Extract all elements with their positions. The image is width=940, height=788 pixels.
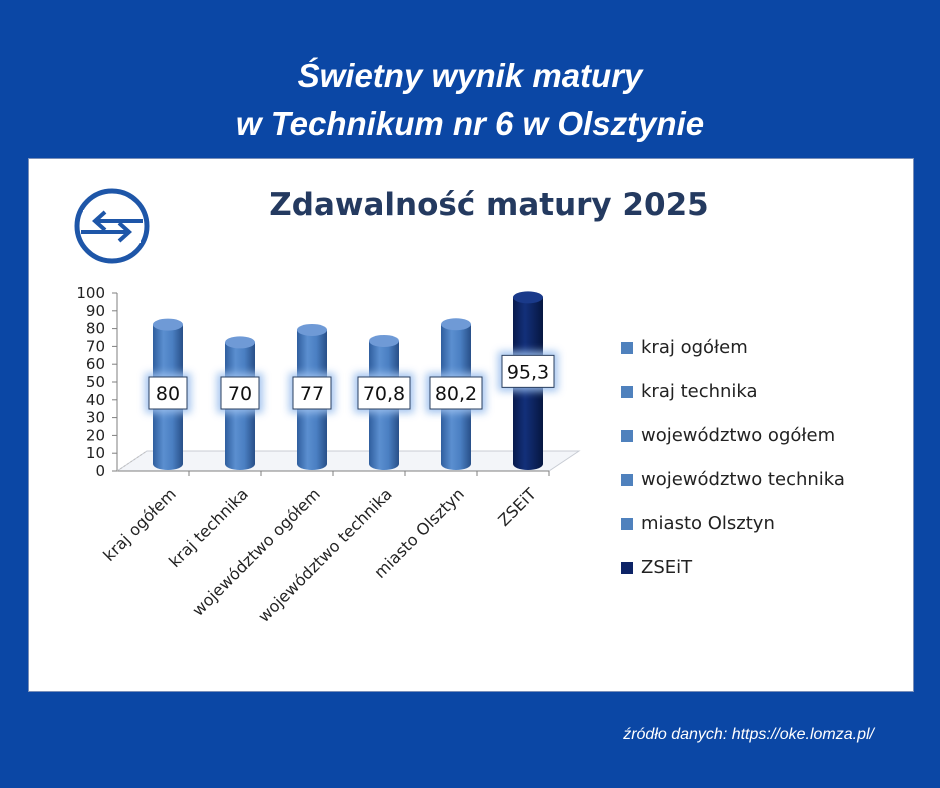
bar-base: [153, 458, 183, 470]
x-tick-label: województwo technika: [254, 484, 396, 626]
bar-cap: [369, 334, 399, 347]
y-tick-label: 70: [86, 337, 105, 355]
data-label-2: 77: [289, 373, 335, 413]
y-tick-label: 40: [86, 391, 105, 409]
y-tick-label: 90: [86, 302, 105, 320]
bar-base: [225, 458, 255, 470]
data-label-text: 80,2: [435, 383, 477, 405]
legend-label: kraj ogółem: [641, 337, 748, 358]
headline: Świetny wynik matury w Technikum nr 6 w …: [0, 52, 940, 148]
bar-base: [513, 458, 543, 470]
bar-cap: [441, 318, 471, 331]
legend-label: ZSEiT: [641, 557, 693, 578]
legend-swatch: [621, 474, 633, 486]
headline-line-1: Świetny wynik matury: [297, 57, 643, 94]
x-tick-label: ZSEiT: [494, 484, 540, 530]
data-label-5: 95,3: [498, 351, 558, 392]
legend-label: miasto Olsztyn: [641, 513, 775, 534]
chart-floor: [115, 450, 581, 472]
y-tick-label: 60: [86, 355, 105, 373]
y-tick-label: 50: [86, 373, 105, 391]
bar-cap: [225, 336, 255, 349]
bar-base: [441, 458, 471, 470]
data-label-1: 70: [217, 373, 263, 413]
data-label-3: 70,8: [354, 373, 414, 413]
legend-label: województwo technika: [641, 469, 845, 490]
data-label-text: 77: [300, 383, 324, 405]
legend-label: kraj technika: [641, 381, 758, 402]
data-label-box: [501, 354, 555, 388]
legend-swatch: [621, 518, 633, 530]
bar-base: [297, 458, 327, 470]
bar-cap: [297, 323, 327, 336]
data-label-0: 80: [145, 373, 191, 413]
legend-swatch: [621, 430, 633, 442]
data-label-4: 80,2: [426, 373, 486, 413]
data-label-text: 70: [228, 383, 252, 405]
source-note: źródło danych: https://oke.lomza.pl/: [623, 726, 874, 743]
x-tick-label: kraj ogółem: [99, 484, 180, 565]
data-label-text: 80: [156, 383, 180, 405]
data-label-box: [220, 376, 260, 410]
legend-swatch: [621, 562, 633, 574]
legend-swatch: [621, 386, 633, 398]
bar-cap: [153, 318, 183, 331]
y-tick-label: 100: [76, 284, 105, 302]
legend-swatch: [621, 342, 633, 354]
school-logo-icon: [74, 188, 150, 264]
data-label-box: [292, 376, 332, 410]
chart-title: Zdawalność matury 2025: [269, 187, 709, 223]
y-tick-label: 80: [86, 320, 105, 338]
data-label-box: [357, 376, 411, 410]
legend-label: województwo ogółem: [641, 425, 835, 446]
y-tick-label: 20: [86, 426, 105, 444]
y-tick-label: 30: [86, 409, 105, 427]
bar-cap: [513, 291, 543, 304]
bar-base: [369, 458, 399, 470]
data-label-box: [148, 376, 188, 410]
data-label-text: 70,8: [363, 383, 405, 405]
headline-line-2: w Technikum nr 6 w Olsztynie: [235, 105, 705, 142]
y-tick-label: 0: [95, 462, 105, 480]
data-label-box: [429, 376, 483, 410]
data-label-text: 95,3: [507, 361, 549, 383]
y-tick-label: 10: [86, 444, 105, 462]
chart-panel: Zdawalność matury 2025 0 10 20 30 40 50 60 70 80…: [28, 158, 914, 692]
x-tick-label: województwo ogółem: [188, 484, 323, 619]
